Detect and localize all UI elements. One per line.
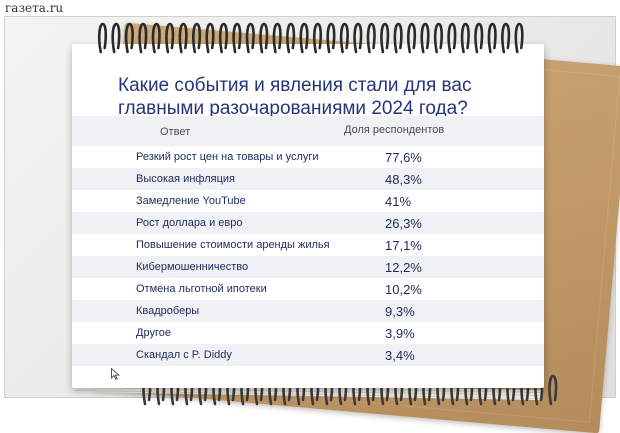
spiral-ring: [393, 22, 403, 54]
spiral-ring: [138, 22, 148, 54]
mouse-cursor-icon: [111, 368, 120, 380]
row-label: Повышение стоимости аренды жилья: [136, 239, 330, 251]
spiral-ring: [353, 22, 363, 54]
spiral-ring: [460, 22, 470, 54]
spiral-ring: [366, 22, 376, 54]
spiral-ring: [326, 22, 336, 54]
spiral-ring: [97, 22, 108, 54]
row-value: 41%: [385, 194, 412, 209]
row-label: Другое: [136, 327, 171, 339]
row-label: Квадроберы: [136, 305, 200, 317]
row-value: 12,2%: [385, 260, 422, 275]
row-label: Замедление YouTube: [136, 195, 246, 207]
row-value: 3,4%: [385, 348, 415, 363]
row-value: 10,2%: [385, 282, 422, 297]
spiral-ring: [339, 22, 349, 54]
spiral-ring: [474, 22, 484, 54]
table-row: Резкий рост цен на товары и услуги 77,6%: [72, 146, 544, 168]
spiral-ring: [548, 374, 558, 406]
spiral-binding: [97, 22, 524, 54]
spiral-ring: [124, 22, 134, 54]
spiral-ring: [192, 22, 202, 54]
spiral-ring: [218, 22, 228, 54]
table-row: Другое 3,9%: [72, 322, 544, 344]
table-row: Скандал с P. Diddy 3,4%: [72, 344, 544, 366]
results-table: Ответ Доля респондентов Резкий рост цен …: [72, 116, 544, 366]
row-label: Высокая инфляция: [136, 173, 235, 185]
row-label: Отмена льготной ипотеки: [136, 283, 267, 295]
spiral-ring: [232, 22, 242, 54]
spiral-ring: [151, 22, 161, 54]
row-label: Скандал с P. Diddy: [136, 349, 232, 361]
table-header: Ответ Доля респондентов: [72, 116, 544, 146]
spiral-ring: [420, 22, 430, 54]
row-value: 48,3%: [385, 172, 422, 187]
spiral-ring: [286, 22, 296, 54]
spiral-ring: [501, 22, 511, 54]
row-value: 17,1%: [385, 238, 422, 253]
spiral-ring: [245, 22, 255, 54]
row-label: Кибермошенничество: [136, 261, 249, 273]
spiral-ring: [312, 22, 323, 54]
table-body: Резкий рост цен на товары и услуги 77,6% В…: [72, 146, 544, 366]
row-label: Рост доллара и евро: [136, 217, 243, 229]
table-row: Высокая инфляция 48,3%: [72, 168, 544, 190]
spiral-ring: [165, 22, 175, 54]
spiral-ring: [380, 22, 390, 54]
row-value: 26,3%: [385, 216, 422, 231]
source-label: газета.ru: [5, 1, 64, 15]
row-label: Резкий рост цен на товары и услуги: [136, 151, 319, 163]
row-value: 9,3%: [385, 304, 415, 319]
table-row: Кибермошенничество 12,2%: [72, 256, 544, 278]
spiral-ring: [111, 22, 121, 54]
spiral-ring: [407, 22, 417, 54]
spiral-ring: [447, 22, 457, 54]
spiral-ring: [272, 22, 282, 54]
table-row: Отмена льготной ипотеки 10,2%: [72, 278, 544, 300]
spiral-ring: [433, 22, 443, 54]
table-row: Замедление YouTube 41%: [72, 190, 544, 212]
spiral-ring: [487, 22, 497, 54]
spiral-ring: [299, 22, 309, 54]
row-value: 3,9%: [385, 326, 415, 341]
table-row: Квадроберы 9,3%: [72, 300, 544, 322]
chart-title: Какие события и явления стали для вас гл…: [118, 75, 472, 119]
spiral-ring: [178, 22, 188, 54]
table-row: Рост доллара и евро 26,3%: [72, 212, 544, 234]
row-value: 77,6%: [385, 150, 422, 165]
table-row: Повышение стоимости аренды жилья 17,1%: [72, 234, 544, 256]
spiral-ring: [205, 22, 215, 54]
column-header-answer: Ответ: [160, 126, 191, 138]
spiral-ring: [514, 22, 524, 54]
column-header-share: Доля респондентов: [344, 124, 445, 136]
spiral-ring: [259, 22, 269, 54]
